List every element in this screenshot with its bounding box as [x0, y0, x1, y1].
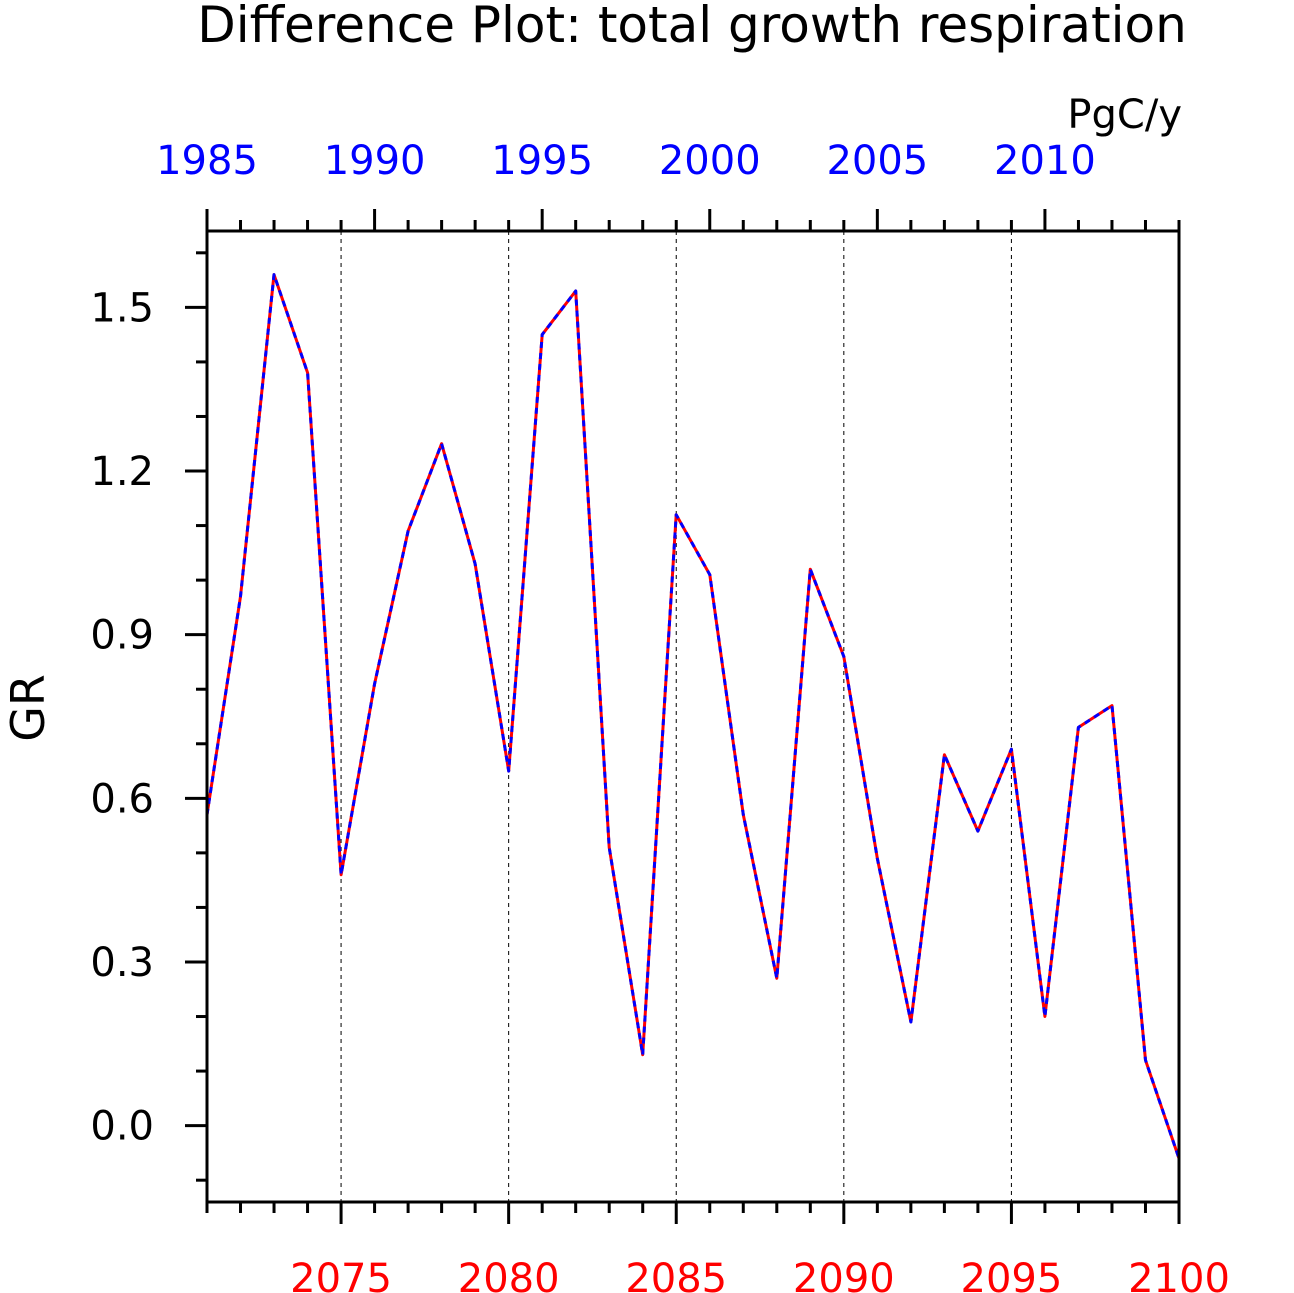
top-axis-tick-label: 1985	[156, 138, 258, 184]
axes-group: 2075 2080 2085 2090 2095 2100 1985 1990 1995 2000…	[90, 138, 1230, 1293]
series-group	[205, 273, 1181, 1159]
bottom-axis-tick-label: 2085	[625, 1256, 727, 1293]
bottom-axis-tick-label: 2075	[290, 1256, 392, 1293]
chart-title: Difference Plot: total growth respiratio…	[197, 0, 1187, 54]
y-axis-tick-label: 1.2	[90, 449, 154, 495]
vertical-grid	[340, 231, 1012, 1202]
y-axis-tick-label: 1.5	[90, 285, 154, 331]
bottom-axis-tick-label: 2095	[961, 1256, 1063, 1293]
y-axis-tick-label: 0.9	[90, 613, 154, 659]
units-label: PgC/y	[1067, 92, 1182, 138]
bottom-axis-tick-label: 2100	[1128, 1256, 1230, 1293]
y-axis-tick-label: 0.3	[90, 940, 154, 986]
plot-frame	[205, 229, 1181, 1204]
bottom-axis-tick-label: 2080	[458, 1256, 560, 1293]
series-line-blue-dashed	[205, 273, 1181, 1159]
series-line-red-solid	[205, 273, 1181, 1159]
top-axis-tick-label: 2000	[659, 138, 761, 184]
top-axis-tick-label: 2010	[994, 138, 1096, 184]
bottom-axis-tick-label: 2090	[793, 1256, 895, 1293]
top-axis-tick-label: 1990	[324, 138, 426, 184]
y-axis-label: GR	[1, 674, 55, 742]
top-axis-tick-label: 1995	[491, 138, 593, 184]
y-axis-tick-label: 0.0	[90, 1104, 154, 1150]
y-axis-tick-label: 0.6	[90, 776, 154, 822]
top-axis-tick-label: 2005	[826, 138, 928, 184]
